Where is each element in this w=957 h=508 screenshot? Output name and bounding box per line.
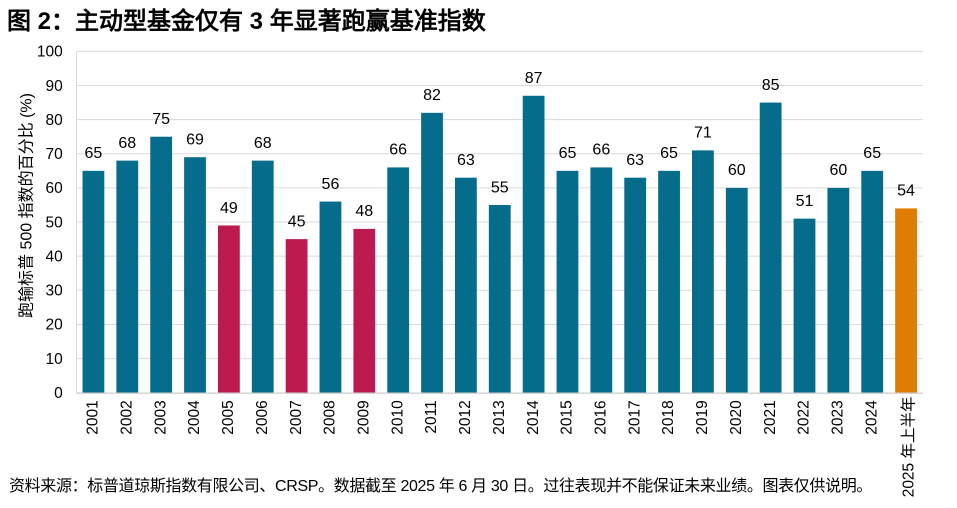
svg-text:65: 65 [559, 145, 577, 162]
svg-text:2016: 2016 [593, 400, 610, 434]
svg-text:85: 85 [762, 77, 780, 94]
svg-text:10: 10 [46, 351, 64, 368]
svg-text:2018: 2018 [660, 400, 677, 434]
svg-text:2023: 2023 [830, 400, 847, 434]
svg-text:60: 60 [728, 162, 746, 179]
svg-text:100: 100 [37, 44, 63, 61]
svg-text:2006: 2006 [254, 400, 271, 434]
svg-text:2010: 2010 [389, 400, 406, 435]
svg-text:87: 87 [525, 70, 543, 87]
svg-text:65: 65 [85, 145, 103, 162]
svg-text:80: 80 [46, 112, 64, 129]
svg-text:2024: 2024 [863, 400, 880, 435]
svg-text:55: 55 [491, 179, 509, 196]
svg-text:2008: 2008 [322, 400, 339, 434]
svg-text:82: 82 [423, 87, 441, 104]
svg-text:2012: 2012 [457, 400, 474, 434]
svg-text:49: 49 [220, 200, 238, 217]
svg-text:48: 48 [355, 203, 373, 220]
svg-text:2017: 2017 [626, 400, 643, 434]
svg-text:20: 20 [46, 317, 64, 334]
svg-text:2013: 2013 [491, 400, 508, 434]
svg-text:75: 75 [152, 111, 170, 128]
svg-text:40: 40 [46, 248, 64, 265]
svg-text:2011: 2011 [423, 400, 440, 433]
svg-text:2014: 2014 [525, 400, 542, 435]
svg-text:45: 45 [288, 213, 306, 230]
svg-text:68: 68 [254, 135, 272, 152]
svg-text:65: 65 [660, 145, 678, 162]
svg-text:56: 56 [322, 176, 340, 193]
svg-text:2007: 2007 [288, 400, 305, 434]
svg-text:66: 66 [592, 142, 610, 159]
svg-text:90: 90 [46, 78, 64, 95]
svg-text:2003: 2003 [152, 400, 169, 434]
svg-text:2002: 2002 [118, 400, 135, 434]
svg-text:60: 60 [46, 180, 64, 197]
svg-text:50: 50 [46, 214, 64, 231]
svg-text:2005: 2005 [220, 400, 237, 434]
svg-text:2020: 2020 [728, 400, 745, 435]
svg-text:2019: 2019 [694, 400, 711, 434]
svg-text:54: 54 [897, 183, 915, 200]
svg-text:2001: 2001 [85, 400, 102, 434]
svg-text:2022: 2022 [796, 400, 813, 434]
svg-text:60: 60 [829, 162, 847, 179]
svg-text:63: 63 [626, 152, 644, 169]
svg-text:69: 69 [186, 132, 204, 149]
svg-text:70: 70 [46, 146, 64, 163]
svg-text:2025 年上半年: 2025 年上半年 [900, 397, 918, 498]
svg-text:30: 30 [46, 283, 64, 300]
svg-text:0: 0 [54, 385, 63, 402]
svg-text:51: 51 [796, 193, 814, 210]
svg-text:68: 68 [118, 135, 136, 152]
svg-text:2015: 2015 [559, 400, 576, 434]
svg-text:2021: 2021 [762, 400, 779, 434]
svg-text:2009: 2009 [356, 400, 373, 434]
svg-text:2004: 2004 [186, 400, 203, 435]
svg-text:66: 66 [389, 142, 407, 159]
svg-text:跑输标普 500 指数的百分比 (%): 跑输标普 500 指数的百分比 (%) [18, 93, 36, 318]
svg-text:63: 63 [457, 152, 475, 169]
svg-text:65: 65 [863, 145, 881, 162]
svg-text:71: 71 [694, 125, 712, 142]
